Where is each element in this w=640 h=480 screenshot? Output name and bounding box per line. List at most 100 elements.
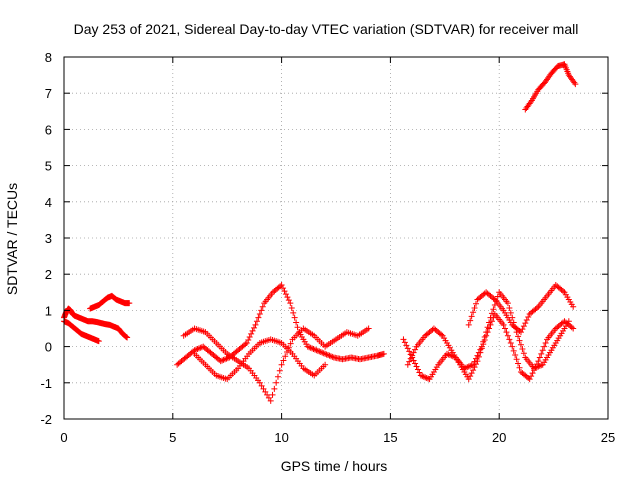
x-tick-label: 20 <box>492 430 506 445</box>
data-point-marker <box>504 332 511 339</box>
data-point-marker <box>500 321 507 328</box>
data-point-marker <box>278 282 285 289</box>
data-point-marker <box>294 324 301 331</box>
data-point-marker <box>465 376 472 383</box>
data-point-marker <box>438 331 445 338</box>
data-point-marker <box>404 345 411 352</box>
data-point-marker <box>273 379 280 386</box>
data-point-marker <box>262 388 269 395</box>
data-point-marker <box>570 325 577 332</box>
data-point-marker <box>490 306 497 313</box>
data-point-marker <box>95 338 102 345</box>
data-point-marker <box>519 346 526 353</box>
data-point-marker <box>253 318 260 325</box>
data-point-marker <box>256 311 263 318</box>
data-point-marker <box>310 346 317 353</box>
data-point-marker <box>267 397 274 404</box>
data-point-marker <box>245 336 252 343</box>
data-point-marker <box>309 345 316 352</box>
data-point-marker <box>472 300 479 307</box>
series-arc-e <box>180 325 372 404</box>
data-point-marker <box>560 288 567 295</box>
data-point-marker <box>468 370 475 377</box>
data-point-marker <box>284 294 291 301</box>
data-point-marker <box>123 333 130 340</box>
data-point-marker <box>243 339 250 346</box>
data-point-marker <box>468 313 475 320</box>
data-point-marker <box>483 332 490 339</box>
data-point-marker <box>531 367 538 374</box>
data-point-marker <box>467 317 474 324</box>
data-point-marker <box>488 310 495 317</box>
y-tick-label: 1 <box>45 303 52 318</box>
data-point-marker <box>271 385 278 392</box>
data-point-marker <box>516 364 523 371</box>
y-tick-label: 4 <box>45 195 52 210</box>
data-point-marker <box>539 347 546 354</box>
data-point-marker <box>471 364 478 371</box>
data-point-marker <box>404 361 411 368</box>
data-point-marker <box>316 348 323 355</box>
grid-layer <box>64 57 608 419</box>
data-point-marker <box>220 356 227 363</box>
data-point-marker <box>410 349 417 356</box>
data-point-marker <box>502 325 509 332</box>
data-point-marker <box>409 352 416 359</box>
data-point-marker <box>506 336 513 343</box>
data-point-marker <box>400 336 407 343</box>
y-tick-label: 5 <box>45 159 52 174</box>
data-point-marker <box>222 356 229 363</box>
series-arc-h <box>404 311 577 383</box>
data-point-marker <box>504 300 511 307</box>
data-point-marker <box>403 342 410 349</box>
data-point-marker <box>278 361 285 368</box>
data-point-marker <box>529 370 536 377</box>
data-point-marker <box>480 341 487 348</box>
data-point-marker <box>246 333 253 340</box>
data-point-marker <box>423 374 430 381</box>
data-point-marker <box>260 385 267 392</box>
data-point-marker <box>322 361 329 368</box>
data-point-marker <box>285 297 292 304</box>
data-point-marker <box>412 360 419 367</box>
data-point-marker <box>509 343 516 350</box>
data-point-marker <box>264 391 271 398</box>
data-point-marker <box>304 343 311 350</box>
data-point-marker <box>417 372 424 379</box>
data-point-marker <box>503 329 510 336</box>
data-point-marker <box>323 351 330 358</box>
data-point-marker <box>467 362 474 369</box>
data-point-marker <box>276 367 283 374</box>
data-point-marker <box>465 363 472 370</box>
data-point-marker <box>365 325 372 332</box>
data-point-marker <box>249 327 256 334</box>
data-point-marker <box>280 357 287 364</box>
data-point-marker <box>475 353 482 360</box>
tick-layer: 0 5 10 15 20 25 -2 -1 0 1 2 3 4 5 6 7 8 <box>40 50 615 445</box>
data-point-marker <box>486 325 493 332</box>
data-point-marker <box>507 309 514 316</box>
data-point-marker <box>481 336 488 343</box>
y-tick-label: 8 <box>45 50 52 65</box>
data-point-marker <box>251 324 258 331</box>
data-point-marker <box>519 326 526 333</box>
y-tick-label: 2 <box>45 267 52 282</box>
y-tick-label: 3 <box>45 231 52 246</box>
data-point-marker <box>465 321 472 328</box>
data-point-marker <box>443 350 450 357</box>
data-point-marker <box>487 321 494 328</box>
data-point-marker <box>513 356 520 363</box>
data-point-marker <box>282 291 289 298</box>
y-axis-label: SDTVAR / TECUs <box>4 183 20 295</box>
data-point-marker <box>281 288 288 295</box>
data-point-marker <box>474 352 481 359</box>
data-point-marker <box>401 339 408 346</box>
data-point-marker <box>317 349 324 356</box>
data-point-marker <box>568 324 575 331</box>
data-point-marker <box>506 304 513 311</box>
data-point-marker <box>306 344 313 351</box>
x-axis-label: GPS time / hours <box>281 458 388 474</box>
data-point-marker <box>122 333 129 340</box>
data-point-marker <box>198 344 205 351</box>
